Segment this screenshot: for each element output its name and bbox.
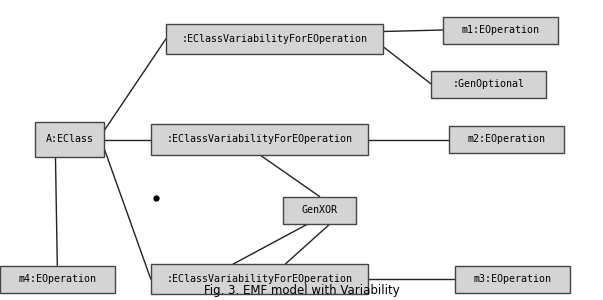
Text: :EClassVariabilityForEOperation: :EClassVariabilityForEOperation xyxy=(182,34,367,44)
Text: :GenOptional: :GenOptional xyxy=(452,79,525,89)
FancyBboxPatch shape xyxy=(35,122,104,157)
Text: m2:EOperation: m2:EOperation xyxy=(467,134,546,145)
Text: A:EClass: A:EClass xyxy=(45,134,93,145)
Text: m3:EOperation: m3:EOperation xyxy=(473,274,552,284)
FancyBboxPatch shape xyxy=(283,196,356,224)
Text: Fig. 3. EMF model with Variability: Fig. 3. EMF model with Variability xyxy=(204,284,399,297)
FancyBboxPatch shape xyxy=(151,264,368,294)
Text: GenXOR: GenXOR xyxy=(302,205,338,215)
FancyBboxPatch shape xyxy=(455,266,570,292)
Text: m4:EOperation: m4:EOperation xyxy=(18,274,96,284)
Text: :EClassVariabilityForEOperation: :EClassVariabilityForEOperation xyxy=(166,274,352,284)
FancyBboxPatch shape xyxy=(431,70,546,98)
Text: :EClassVariabilityForEOperation: :EClassVariabilityForEOperation xyxy=(166,134,352,145)
FancyBboxPatch shape xyxy=(0,266,115,292)
FancyBboxPatch shape xyxy=(166,24,383,54)
FancyBboxPatch shape xyxy=(151,124,368,154)
FancyBboxPatch shape xyxy=(443,16,558,44)
Text: m1:EOperation: m1:EOperation xyxy=(461,25,540,35)
FancyBboxPatch shape xyxy=(449,126,564,153)
